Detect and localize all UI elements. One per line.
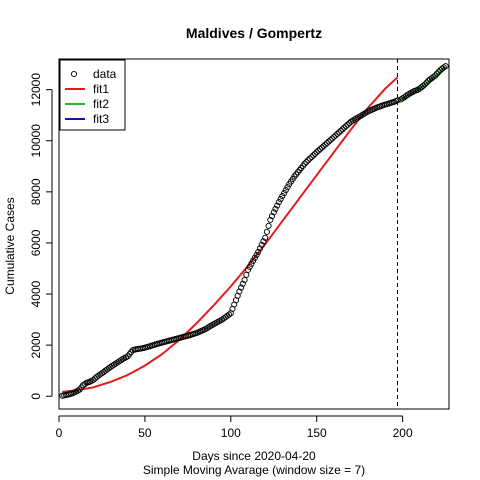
- data-point: [329, 135, 336, 142]
- data-point: [284, 184, 291, 191]
- data-point: [301, 160, 308, 167]
- data-point: [238, 284, 245, 291]
- data-point: [279, 193, 286, 200]
- data-point: [335, 129, 343, 136]
- data-point: [260, 238, 267, 245]
- data-point: [330, 133, 337, 140]
- data-point: [337, 127, 344, 134]
- data-point: [258, 241, 265, 248]
- legend-label: data: [93, 67, 117, 81]
- data-point: [275, 199, 282, 206]
- data-point: [322, 141, 329, 148]
- data-point: [311, 150, 319, 157]
- y-tick-label: 8000: [29, 178, 43, 205]
- fit1-line: [62, 76, 399, 393]
- data-point: [313, 149, 320, 156]
- legend-label: fit3: [93, 112, 109, 126]
- data-point: [435, 68, 442, 75]
- data-point: [226, 311, 233, 318]
- y-tick-label: 0: [29, 393, 43, 400]
- data-point: [423, 79, 430, 86]
- legend-label: fit1: [93, 82, 109, 96]
- data-point: [342, 123, 349, 130]
- data-point: [81, 381, 88, 388]
- data-point: [274, 202, 281, 209]
- data-point: [318, 144, 325, 151]
- y-tick-label: 6000: [29, 229, 43, 256]
- data-point: [256, 245, 264, 252]
- y-tick-label: 12000: [29, 73, 43, 107]
- x-tick-label: 200: [393, 426, 413, 440]
- data-point: [308, 153, 315, 161]
- data-point: [430, 73, 437, 80]
- x-tick-label: 150: [307, 426, 327, 440]
- data-point: [433, 70, 441, 77]
- x-axis-sublabel: Simple Moving Avarage (window size = 7): [143, 463, 365, 477]
- data-point: [325, 138, 332, 145]
- data-point: [255, 248, 262, 255]
- y-tick-label: 2000: [29, 331, 43, 358]
- data-point: [334, 130, 341, 137]
- data-point: [270, 209, 277, 216]
- data-point: [246, 263, 253, 270]
- data-point: [344, 121, 351, 128]
- data-point: [272, 205, 279, 212]
- chart-title: Maldives / Gompertz: [186, 25, 322, 41]
- data-point: [320, 143, 327, 150]
- data-point: [277, 196, 284, 203]
- legend-symbol-circle: [70, 70, 78, 78]
- data-point: [267, 216, 274, 223]
- data-point: [420, 82, 427, 89]
- data-point: [327, 136, 334, 144]
- x-axis-label: Days since 2020-04-20: [192, 449, 316, 463]
- data-point: [315, 147, 322, 154]
- y-axis-label: Cumulative Cases: [3, 197, 17, 294]
- x-tick-label: 100: [221, 426, 241, 440]
- y-axis: 0 2000 4000 6000 8000 10000 12000: [29, 73, 53, 400]
- x-axis: 0 50 100 150 200: [56, 415, 413, 440]
- data-point: [341, 124, 348, 131]
- data-points: [59, 63, 449, 399]
- x-tick-label: 0: [56, 426, 63, 440]
- data-point: [305, 157, 312, 164]
- data-point: [303, 158, 310, 166]
- fit1-series: [62, 76, 399, 393]
- data-point: [248, 260, 255, 267]
- data-point: [262, 234, 269, 241]
- data-point: [332, 132, 339, 139]
- data-point: [268, 213, 276, 220]
- data-point: [317, 146, 324, 153]
- data-point: [239, 280, 246, 287]
- y-tick-label: 10000: [29, 124, 43, 158]
- data-point: [339, 126, 346, 133]
- data-point: [310, 152, 317, 159]
- data-point: [244, 266, 252, 273]
- data-point: [281, 190, 288, 197]
- data-point: [421, 81, 428, 88]
- legend-label: fit2: [93, 97, 109, 111]
- data-point: [265, 222, 272, 229]
- data-point: [250, 257, 257, 264]
- data-point: [263, 228, 270, 235]
- data-point: [442, 63, 449, 70]
- data-point: [236, 288, 243, 295]
- data-point: [306, 155, 313, 162]
- data-point: [253, 251, 260, 258]
- x-tick-label: 50: [138, 426, 152, 440]
- data-point: [323, 140, 331, 147]
- plot-area-frame: [58, 58, 450, 410]
- data-point: [90, 376, 97, 383]
- y-tick-label: 4000: [29, 280, 43, 307]
- data-point: [432, 72, 439, 79]
